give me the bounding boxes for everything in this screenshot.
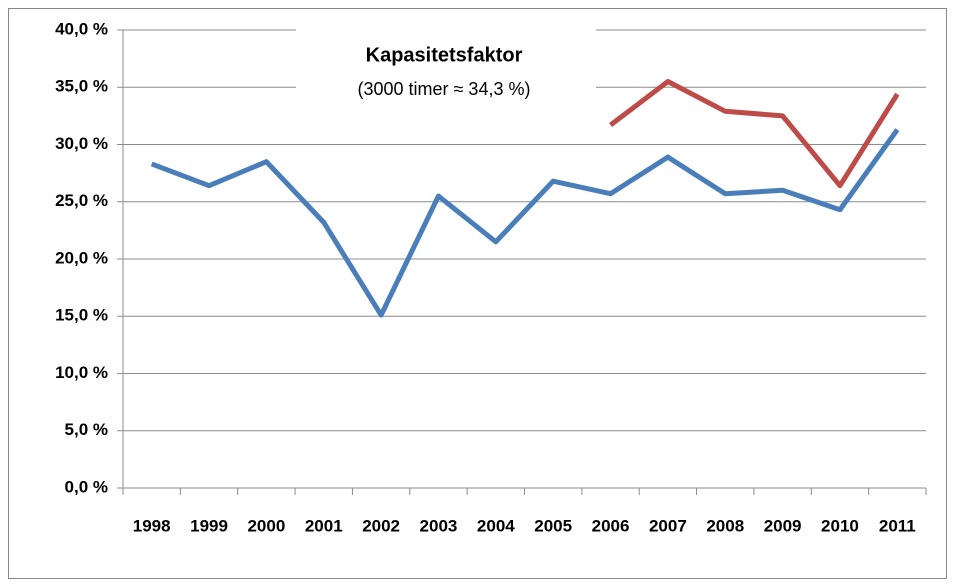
x-tick-label: 2002 bbox=[362, 516, 400, 535]
x-tick-label: 2000 bbox=[247, 516, 285, 535]
y-tick-label: 40,0 % bbox=[55, 19, 108, 38]
y-tick-label: 30,0 % bbox=[55, 134, 108, 153]
chart-title: Kapasitetsfaktor bbox=[366, 44, 523, 66]
x-tick-label: 2006 bbox=[592, 516, 630, 535]
y-tick-label: 15,0 % bbox=[55, 306, 108, 325]
series-line bbox=[609, 79, 900, 189]
x-tick-label: 2011 bbox=[879, 516, 916, 535]
x-tick-label: 2004 bbox=[477, 516, 515, 535]
y-tick-label: 0,0 % bbox=[65, 477, 108, 496]
y-tick-label: 20,0 % bbox=[55, 248, 108, 267]
x-tick-label: 2001 bbox=[305, 516, 343, 535]
x-tick-label: 2008 bbox=[706, 516, 744, 535]
x-tick-label: 1999 bbox=[190, 516, 228, 535]
x-tick-label: 2007 bbox=[649, 516, 687, 535]
x-tick-label: 2010 bbox=[821, 516, 859, 535]
series-line bbox=[150, 128, 900, 318]
y-tick-label: 35,0 % bbox=[55, 77, 108, 96]
x-tick-label: 1998 bbox=[133, 516, 171, 535]
y-tick-label: 5,0 % bbox=[65, 420, 108, 439]
y-tick-label: 10,0 % bbox=[55, 363, 108, 382]
x-tick-label: 2005 bbox=[534, 516, 572, 535]
x-tick-label: 2003 bbox=[420, 516, 458, 535]
title-box bbox=[296, 22, 596, 106]
y-tick-label: 25,0 % bbox=[55, 191, 108, 210]
x-tick-label: 2009 bbox=[764, 516, 802, 535]
chart-subtitle: (3000 timer ≈ 34,3 %) bbox=[358, 79, 531, 99]
